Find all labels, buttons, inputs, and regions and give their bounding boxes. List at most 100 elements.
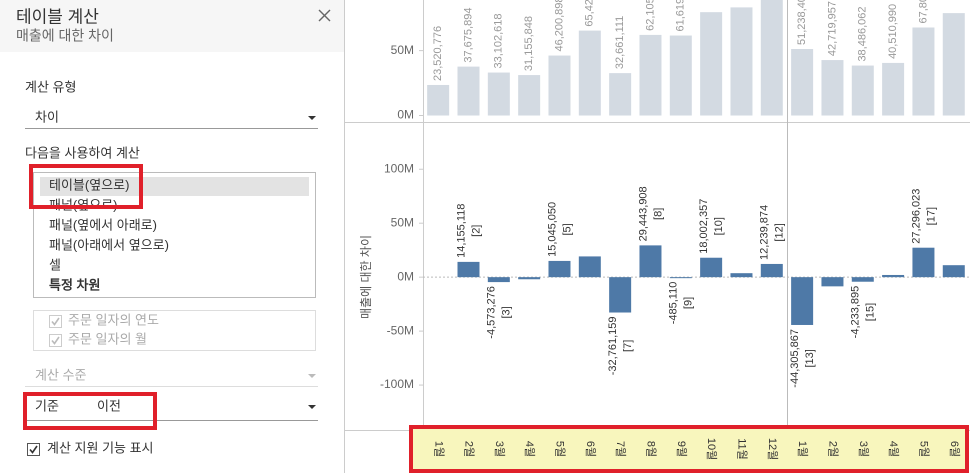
compute-using-option[interactable]: 특정 차원 (49, 277, 100, 292)
data-label: 23,520,776 (432, 26, 444, 81)
bar (791, 49, 814, 116)
data-label: 46,200,898 (553, 0, 565, 52)
data-label: 62,105,019 (644, 0, 656, 31)
data-label: 15,045,050 (546, 202, 558, 257)
y-tick-label: 50M (391, 43, 414, 57)
close-button[interactable] (318, 9, 331, 22)
selected-option-highlight (40, 177, 309, 196)
bar (912, 27, 935, 116)
month-label: 3월 (857, 441, 870, 457)
relative-to-dropdown[interactable]: 기준 이전 (25, 398, 318, 421)
annotation-box (409, 425, 969, 473)
level-label: 계산 수준 (35, 367, 86, 382)
data-label: 27,296,023 (910, 189, 922, 244)
data-label: 38,486,062 (857, 6, 869, 61)
bar (457, 66, 480, 116)
index-label: [3] (501, 306, 513, 318)
bar (760, 0, 783, 116)
data-label: -4,573,276 (486, 286, 498, 339)
bar (942, 13, 965, 116)
bar (609, 73, 632, 116)
month-label: 4월 (523, 441, 536, 457)
bar (851, 277, 874, 282)
data-label: -4,233,895 (850, 286, 862, 339)
month-label: 9월 (675, 441, 688, 457)
level-dropdown: 계산 수준 (25, 367, 318, 387)
bar (821, 277, 844, 287)
dimension-label: 주문 일자의 월 (68, 331, 147, 346)
bar (427, 84, 450, 116)
compute-using-option[interactable]: 셀 (49, 257, 61, 272)
bar (487, 72, 510, 116)
data-label: 14,155,118 (455, 204, 467, 258)
bar (457, 261, 480, 278)
bar (700, 12, 723, 116)
data-label: 61,619,909 (675, 0, 687, 32)
panel-header (0, 0, 344, 52)
bar (639, 245, 662, 278)
bar (518, 277, 541, 280)
data-label: 65,422,270 (584, 0, 596, 27)
index-label: [12] (774, 223, 786, 241)
month-label: 1월 (796, 441, 809, 457)
month-label: 6월 (948, 441, 961, 457)
month-label: 12월 (766, 438, 779, 460)
compute-using-option[interactable]: 패널(옆에서 아래로) (49, 217, 157, 232)
index-label: [17] (925, 207, 937, 225)
calc-type-value: 차이 (35, 109, 59, 124)
data-label: -44,305,867 (789, 329, 801, 388)
month-label: 11월 (736, 438, 749, 460)
month-label: 2월 (463, 441, 476, 457)
compute-using-option[interactable]: 패널(아래에서 옆으로) (49, 237, 169, 252)
dimension-group (33, 310, 316, 351)
bar (700, 257, 723, 278)
bar (578, 256, 601, 278)
data-label: 67,807,013 (917, 0, 929, 24)
dimension-checkbox: 주문 일자의 연도 (49, 312, 159, 328)
y-tick-label: 100M (384, 161, 414, 175)
checkbox-box (49, 334, 62, 347)
chart: 매출에 대한 차이 50M 0M 100M 50M 0M -50M -100M 23,520,… (345, 0, 970, 473)
bar (912, 247, 935, 278)
calc-type-dropdown[interactable]: 차이 (25, 109, 318, 129)
index-label: [2] (470, 225, 482, 237)
checkbox-check (51, 317, 60, 326)
show-assist-checkbox[interactable]: 계산 지원 기능 표시 (27, 440, 154, 456)
dimension-checkbox: 주문 일자의 월 (49, 331, 147, 347)
bar (821, 60, 844, 116)
bar (791, 277, 814, 325)
compute-using-option[interactable]: 패널(옆으로) (49, 197, 117, 212)
y-tick-label: 0M (397, 269, 414, 283)
bar (548, 260, 571, 278)
bar (578, 30, 601, 116)
data-label: 31,155,848 (523, 16, 535, 71)
month-label: 10월 (705, 438, 718, 460)
index-label: [9] (683, 297, 695, 309)
month-label: 5월 (918, 441, 931, 457)
checkbox-box (49, 315, 62, 328)
month-header-highlight (413, 428, 968, 470)
panel-title: 테이블 계산 (16, 7, 99, 26)
relative-to-label: 기준 (35, 398, 59, 413)
panel-subtitle: 매출에 대한 차이 (16, 28, 114, 44)
data-label: 37,675,894 (462, 8, 474, 63)
bar (669, 35, 692, 116)
checkbox-box (27, 443, 40, 456)
data-label: 32,661,111 (614, 16, 626, 69)
month-label: 8월 (645, 441, 658, 457)
bar (639, 34, 662, 116)
bar (487, 277, 510, 283)
data-label: 42,719,957 (826, 1, 838, 56)
relative-to-value: 이전 (97, 398, 121, 413)
annotation-box (23, 392, 157, 430)
bar (760, 263, 783, 278)
data-label: 29,443,908 (637, 186, 649, 241)
checkbox-check (51, 336, 60, 345)
bar (609, 277, 632, 313)
compute-using-label: 다음을 사용하여 계산 (25, 145, 140, 160)
month-label: 3월 (493, 441, 506, 457)
y-tick-label: -100M (380, 377, 414, 391)
compute-using-option[interactable]: 테이블(옆으로) (49, 177, 129, 192)
